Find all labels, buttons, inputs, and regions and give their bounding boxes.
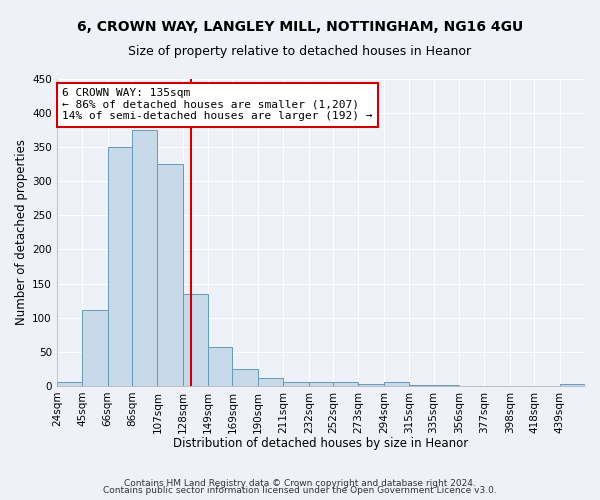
X-axis label: Distribution of detached houses by size in Heanor: Distribution of detached houses by size … (173, 437, 469, 450)
Bar (208, 347, 232, 386)
Bar (183, 294, 208, 386)
Bar (258, 378, 283, 386)
Bar (132, 130, 157, 386)
Text: Contains HM Land Registry data © Crown copyright and database right 2024.: Contains HM Land Registry data © Crown c… (124, 478, 476, 488)
Bar (82, 310, 107, 386)
Bar (157, 164, 183, 386)
Bar (309, 382, 333, 386)
Bar (283, 382, 309, 386)
Y-axis label: Number of detached properties: Number of detached properties (15, 140, 28, 326)
Bar (560, 384, 585, 386)
Text: 6, CROWN WAY, LANGLEY MILL, NOTTINGHAM, NG16 4GU: 6, CROWN WAY, LANGLEY MILL, NOTTINGHAM, … (77, 20, 523, 34)
Text: Contains public sector information licensed under the Open Government Licence v3: Contains public sector information licen… (103, 486, 497, 495)
Text: 6 CROWN WAY: 135sqm
← 86% of detached houses are smaller (1,207)
14% of semi-det: 6 CROWN WAY: 135sqm ← 86% of detached ho… (62, 88, 373, 122)
Text: Size of property relative to detached houses in Heanor: Size of property relative to detached ho… (128, 45, 472, 58)
Bar (434, 385, 459, 386)
Bar (333, 382, 358, 386)
Bar (384, 382, 409, 386)
Bar (57, 382, 82, 386)
Bar (232, 369, 258, 386)
Bar (409, 385, 434, 386)
Bar (107, 147, 132, 386)
Bar (358, 384, 384, 386)
